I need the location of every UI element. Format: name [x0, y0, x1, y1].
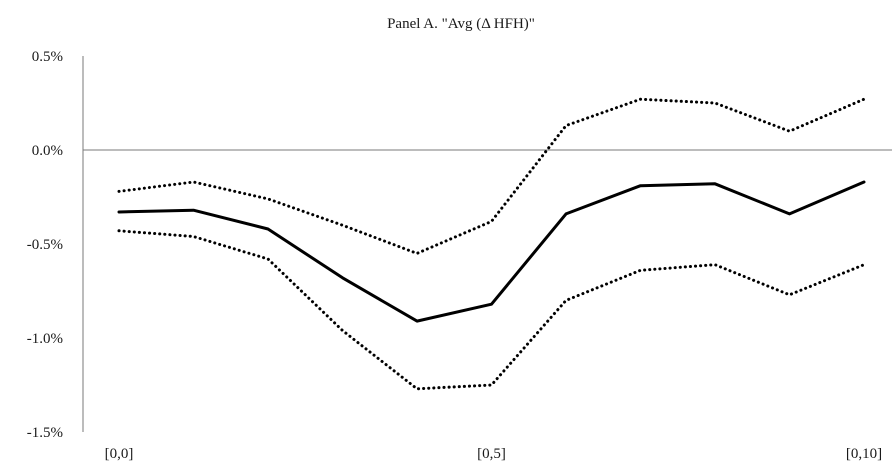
- x-tick-label: [0,10]: [846, 446, 882, 462]
- axes: [82, 56, 892, 432]
- series-group: [117, 97, 866, 391]
- x-tick-label: [0,0]: [105, 446, 134, 462]
- x-axis-ticks: [0,0] [0,5] [0,10]: [105, 446, 883, 462]
- y-tick-label: 0.0%: [32, 143, 63, 159]
- y-axis-ticks: 0.5% 0.0% -0.5% -1.0% -1.5%: [27, 49, 63, 441]
- y-tick-label: 0.5%: [32, 49, 63, 65]
- mean-line: [117, 180, 866, 323]
- chart-title: Panel A. "Avg (Δ HFH)": [387, 16, 535, 32]
- confidence-band-line-2: [117, 229, 866, 391]
- y-tick-label: -0.5%: [27, 237, 63, 253]
- y-tick-label: -1.0%: [27, 331, 63, 347]
- x-tick-label: [0,5]: [477, 446, 506, 462]
- confidence-band-line-0: [117, 97, 866, 255]
- y-tick-label: -1.5%: [27, 425, 63, 441]
